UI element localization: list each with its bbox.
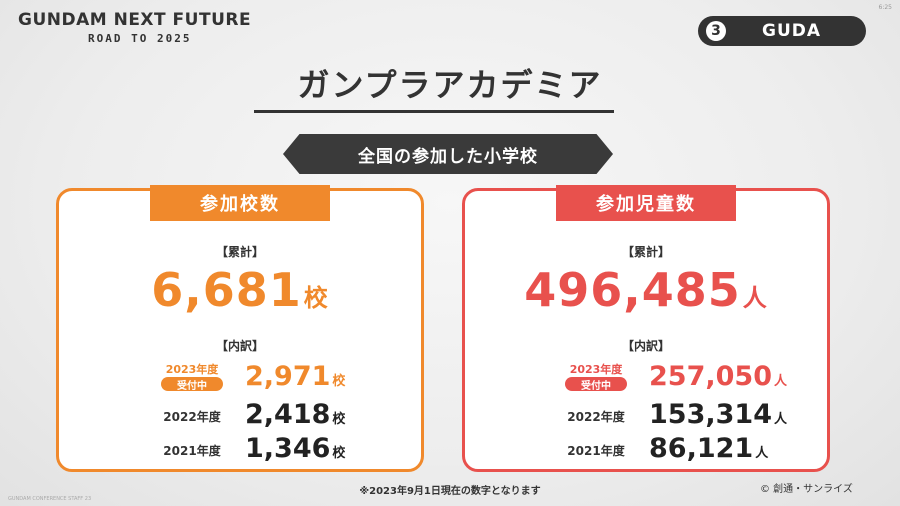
schools-row-2021: 2021年度 1,346 校 (59, 433, 421, 465)
accepting-badge: 受付中 (161, 377, 223, 392)
copyright: © 創通・サンライズ (760, 484, 853, 495)
children-total-unit: 人 (742, 284, 768, 312)
schools-row-2023: 2023年度 受付中 2,971 校 (59, 361, 421, 393)
schools-total: 6,681校 (59, 263, 421, 317)
section-number: 3 (706, 21, 726, 41)
footnote: ※2023年9月1日現在の数字となります (359, 486, 541, 497)
row-year: 2021年度 (163, 444, 221, 458)
row-year: 2021年度 (567, 444, 625, 458)
schools-breakdown-label: 【内訳】 (215, 339, 264, 353)
section-badge: 3 GUDA (698, 16, 866, 46)
row-year: 2023年度 (569, 363, 623, 376)
children-heading: 参加児童数 (556, 185, 736, 221)
row-value: 153,314 人 (649, 399, 787, 430)
logo-sub-text: ROAD TO 2025 (88, 32, 192, 45)
schools-row-2022: 2022年度 2,418 校 (59, 399, 421, 431)
children-panel: 参加児童数 【累計】 496,485人 【内訳】 2023年度 受付中 257,… (462, 185, 830, 472)
schools-total-label: 【累計】 (215, 245, 264, 259)
title-underline (254, 110, 614, 113)
row-value: 2,971 校 (245, 361, 346, 392)
event-logo: GUNDAM NEXT FUTURE ROAD TO 2025 (18, 10, 251, 45)
row-year: 2022年度 (163, 410, 221, 424)
children-total: 496,485人 (465, 263, 827, 317)
children-row-2023: 2023年度 受付中 257,050 人 (465, 361, 827, 393)
schools-total-unit: 校 (303, 284, 329, 312)
row-year: 2022年度 (567, 410, 625, 424)
children-breakdown-label: 【内訳】 (621, 339, 670, 353)
schools-panel: 参加校数 【累計】 6,681校 【内訳】 2023年度 受付中 2,971 校 … (56, 185, 424, 472)
accepting-badge: 受付中 (565, 377, 627, 392)
slide-title: ガンプラアカデミア (297, 66, 603, 104)
logo-main-text: GUNDAM NEXT FUTURE (18, 10, 252, 30)
row-value: 257,050 人 (649, 361, 787, 392)
bottom-tag: GUNDAM CONFERENCE STAFF 23 (8, 496, 92, 502)
schools-total-value: 6,681 (151, 263, 302, 317)
children-total-value: 496,485 (524, 263, 741, 317)
row-year: 2023年度 (165, 363, 219, 376)
corner-tag: 6:25 (878, 4, 892, 11)
schools-heading: 参加校数 (150, 185, 330, 221)
row-value: 86,121 人 (649, 433, 769, 464)
subtitle-ribbon: 全国の参加した小学校 (283, 134, 613, 174)
children-total-label: 【累計】 (621, 245, 670, 259)
children-row-2022: 2022年度 153,314 人 (465, 399, 827, 431)
section-label: GUDA (762, 21, 822, 41)
subtitle-text: 全国の参加した小学校 (358, 146, 538, 167)
row-value: 1,346 校 (245, 433, 346, 464)
row-value: 2,418 校 (245, 399, 346, 430)
children-row-2021: 2021年度 86,121 人 (465, 433, 827, 465)
